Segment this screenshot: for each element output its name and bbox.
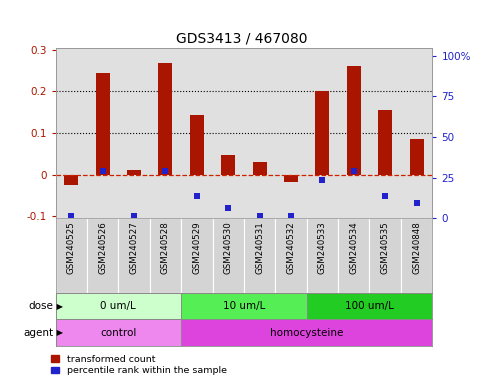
Point (287, 214, 295, 220)
Text: GSM240534: GSM240534 (349, 222, 358, 274)
Bar (127, 170, 141, 175)
Text: GSM240535: GSM240535 (381, 222, 390, 274)
Point (319, 177, 327, 183)
Bar (56, 319, 181, 346)
Bar (401, 218, 432, 293)
Text: GSM240526: GSM240526 (98, 222, 107, 274)
Bar (307, 293, 432, 319)
Point (256, 214, 264, 220)
Bar (307, 218, 338, 293)
Bar (190, 115, 204, 175)
Text: GSM240525: GSM240525 (67, 222, 76, 274)
Bar (378, 110, 392, 175)
Bar (347, 66, 361, 175)
Bar (56, 218, 87, 293)
Text: control: control (100, 328, 137, 338)
Bar (284, 175, 298, 182)
Bar (275, 218, 307, 293)
Point (193, 193, 201, 199)
Bar (213, 218, 244, 293)
Point (382, 193, 389, 199)
Bar (221, 155, 235, 175)
Bar (150, 218, 181, 293)
Point (224, 205, 232, 211)
Text: GDS3413 / 467080: GDS3413 / 467080 (176, 32, 307, 46)
Text: GSM240531: GSM240531 (255, 222, 264, 274)
Bar (369, 218, 401, 293)
Point (161, 168, 170, 174)
Bar (181, 293, 307, 319)
Bar (244, 218, 275, 293)
Text: ▶: ▶ (54, 302, 63, 311)
Point (130, 214, 138, 220)
Bar (253, 162, 267, 175)
Point (68, 214, 75, 220)
Text: GSM240533: GSM240533 (318, 222, 327, 274)
Text: GSM240529: GSM240529 (192, 222, 201, 274)
Bar (338, 218, 369, 293)
Bar (158, 63, 172, 175)
Bar (181, 319, 432, 346)
Text: GSM240530: GSM240530 (224, 222, 233, 274)
Text: GSM240532: GSM240532 (286, 222, 296, 274)
Text: dose: dose (28, 301, 53, 311)
Text: 0 um/L: 0 um/L (100, 301, 136, 311)
Bar (181, 218, 213, 293)
Text: GSM240848: GSM240848 (412, 222, 421, 274)
Bar (315, 91, 329, 175)
Text: agent: agent (23, 328, 53, 338)
Legend: transformed count, percentile rank within the sample: transformed count, percentile rank withi… (51, 354, 227, 376)
Bar (56, 293, 181, 319)
Bar (410, 139, 424, 175)
Point (99, 168, 107, 174)
Bar (96, 73, 110, 175)
Point (412, 200, 420, 206)
Bar (87, 218, 118, 293)
Text: ▶: ▶ (54, 328, 63, 337)
Bar (118, 218, 150, 293)
Text: 10 um/L: 10 um/L (223, 301, 265, 311)
Text: homocysteine: homocysteine (270, 328, 343, 338)
Text: GSM240528: GSM240528 (161, 222, 170, 274)
Text: GSM240527: GSM240527 (129, 222, 139, 274)
Bar (64, 175, 78, 185)
Text: 100 um/L: 100 um/L (345, 301, 394, 311)
Point (350, 168, 357, 174)
